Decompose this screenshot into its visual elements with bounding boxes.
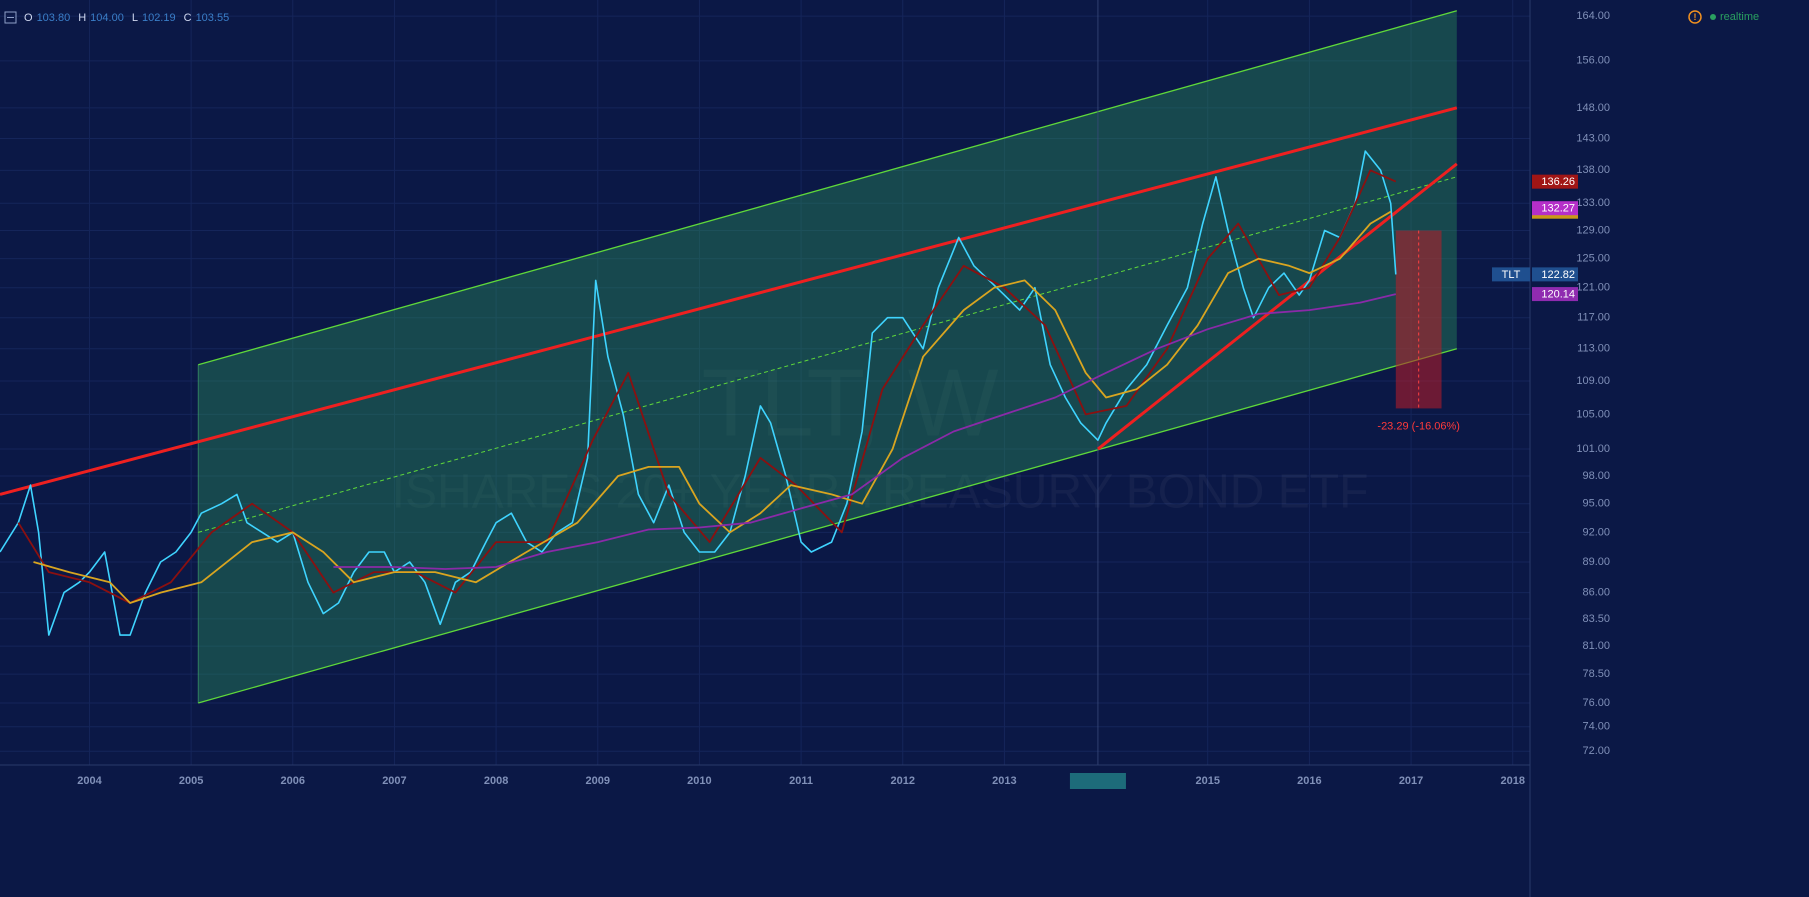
x-tick-label: 2013 (992, 775, 1016, 787)
price-tag-label: 132.27 (1541, 203, 1575, 215)
x-tick-label: 2011 (789, 775, 813, 787)
y-tick-label: 138.00 (1576, 164, 1610, 176)
header: O 103.80 H 104.00 L 102.19 C 103.55 ! realtime (4, 10, 1759, 24)
channel-fill (198, 10, 1457, 703)
price-tag-label: 136.26 (1541, 176, 1575, 188)
ohlc-value: 102.19 (142, 12, 176, 24)
y-tick-label: 95.00 (1582, 498, 1610, 510)
x-tick-label: 2004 (77, 775, 102, 787)
y-tick-label: 105.00 (1576, 408, 1610, 420)
moving-average (33, 210, 1392, 604)
channel-mid (198, 176, 1457, 533)
y-tick-label: 92.00 (1582, 526, 1610, 538)
price-tag-label: 122.82 (1541, 269, 1575, 281)
price-line (0, 150, 1397, 636)
series (0, 150, 1397, 636)
x-tick-label: 2009 (586, 775, 610, 787)
y-tick-label: 148.00 (1576, 102, 1610, 114)
x-tick-label: 2005 (179, 775, 203, 787)
channel-upper (198, 10, 1457, 366)
y-tick-label: 164.00 (1576, 10, 1610, 22)
y-tick-label: 113.00 (1577, 343, 1610, 355)
y-tick-label: 72.00 (1582, 745, 1610, 757)
price-tag (1532, 287, 1578, 302)
drawings: -23.29 (-16.06%) (0, 0, 1460, 789)
moving-average (17, 169, 1397, 604)
x-tick-label: 2010 (687, 775, 711, 787)
x-tick-label: 2015 (1195, 775, 1219, 787)
crosshair-x-label (1069, 773, 1126, 789)
x-tick-label: 2007 (382, 775, 406, 787)
y-tick-label: 89.00 (1582, 556, 1610, 568)
ohlc-value: 103.55 (196, 12, 230, 24)
ohlc-key: L (132, 12, 138, 24)
x-tick-label: 2006 (281, 775, 305, 787)
ohlc: O 103.80 H 104.00 L 102.19 C 103.55 (24, 12, 229, 24)
alert-icon-mark: ! (1694, 12, 1697, 22)
y-tick-label: 117.00 (1577, 312, 1610, 324)
y-tick-label: 156.00 (1576, 55, 1610, 67)
alert-icon[interactable] (1688, 10, 1702, 24)
watermark-title: TLT, W (702, 349, 999, 456)
x-tick-label: 2018 (1500, 775, 1524, 787)
y-tick-label: 83.50 (1582, 613, 1610, 625)
axes: 164.00 156.00 148.00 143.00 138.00 133.00 129.… (0, 0, 1610, 897)
y-tick-label: 86.00 (1582, 587, 1610, 599)
moving-average (333, 293, 1397, 570)
ohlc-key: C (184, 12, 192, 24)
y-tick-label: 121.00 (1576, 282, 1610, 294)
measure-box (1395, 230, 1442, 409)
y-tick-label: 125.00 (1576, 253, 1610, 265)
resistance-line (0, 106, 1458, 496)
x-tick-label: 2012 (891, 775, 915, 787)
watermark: TLT, W ISHARES 20+ YEAR TREASURY BOND ET… (392, 349, 1369, 518)
ohlc-value: 103.80 (37, 12, 71, 24)
y-tick-label: 129.00 (1576, 224, 1610, 236)
x-tick-label: 2017 (1399, 775, 1423, 787)
price-tag (1532, 267, 1578, 282)
price-tag (1532, 201, 1578, 216)
ohlc-key: H (78, 12, 86, 24)
y-tick-label: 98.00 (1582, 470, 1610, 482)
y-tick-label: 76.00 (1582, 697, 1610, 709)
support-line (1097, 162, 1458, 451)
grid (0, 0, 1530, 765)
measure-label: -23.29 (-16.06%) (1377, 420, 1460, 432)
x-tick-label: 2016 (1297, 775, 1321, 787)
ohlc-value: 104.00 (90, 12, 124, 24)
y-tick-label: 143.00 (1576, 132, 1610, 144)
price-tag (1532, 174, 1578, 189)
y-tick-label: 78.50 (1582, 668, 1610, 680)
status-dot (1710, 14, 1716, 20)
menu-icon[interactable] (4, 11, 17, 24)
series-name-tag (1492, 267, 1530, 282)
ohlc-key: O (24, 12, 33, 24)
price-tag-label: 120.14 (1541, 288, 1575, 300)
y-tick-label: 101.00 (1576, 443, 1610, 455)
series-name: TLT (1502, 269, 1521, 281)
y-tick-label: 109.00 (1576, 375, 1610, 387)
y-tick-label: 133.00 (1576, 197, 1610, 209)
x-tick-label: 2008 (484, 775, 508, 787)
y-tick-label: 74.00 (1582, 721, 1610, 733)
y-tick-label: 81.00 (1582, 640, 1610, 652)
status: realtime (1720, 11, 1759, 23)
channel-lower (198, 348, 1457, 704)
